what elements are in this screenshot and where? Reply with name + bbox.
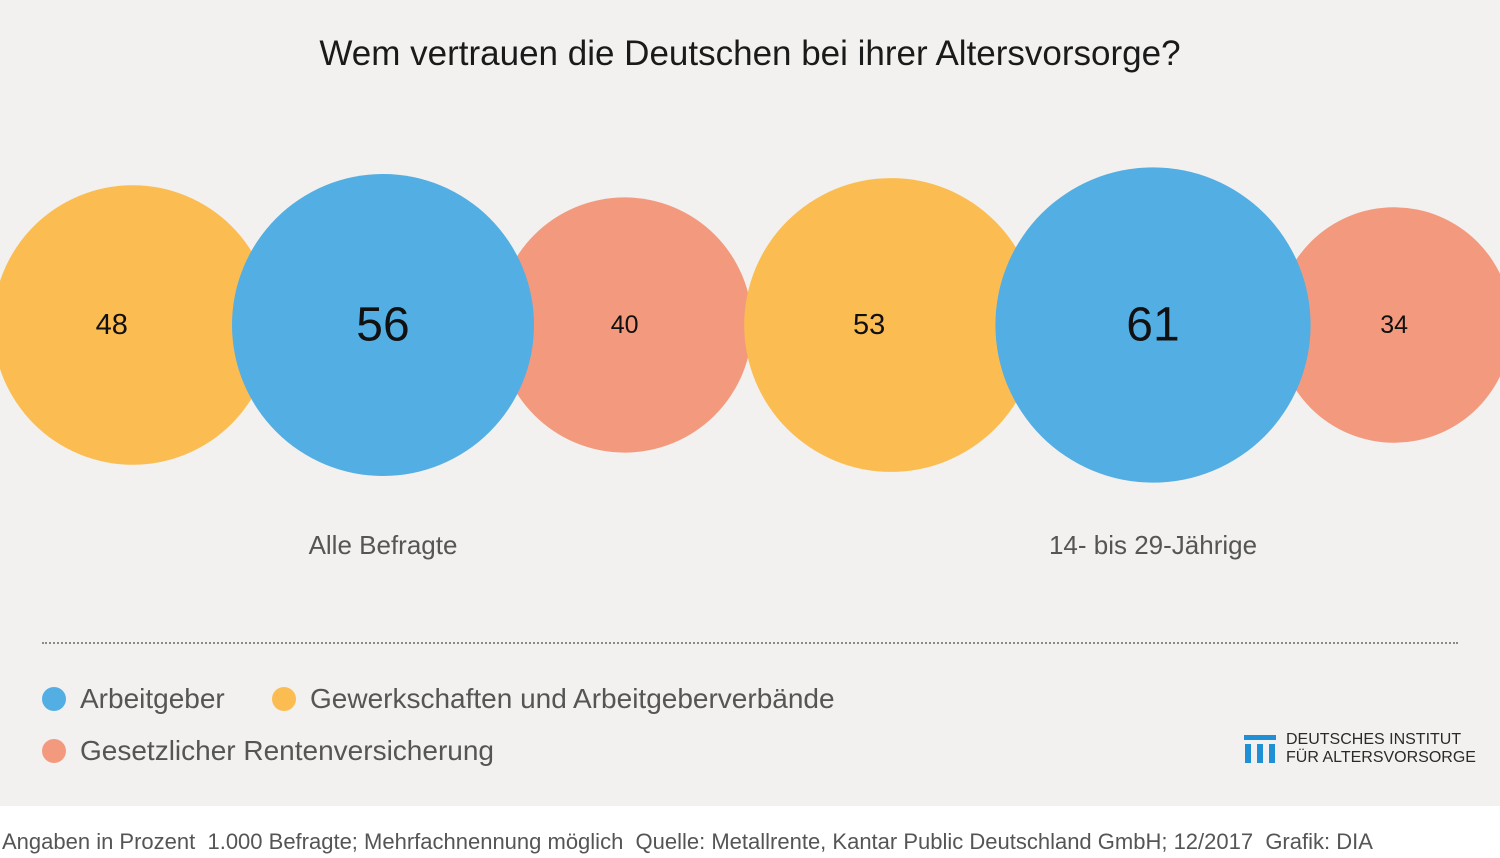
bubble-young-gewerkschaften — [744, 178, 1038, 472]
bubble-label-young-rentenversicherung: 34 — [1380, 311, 1408, 339]
bubble-all-gewerkschaften — [0, 185, 273, 465]
legend-label-gewerkschaften: Gewerkschaften und Arbeitgeberverbände — [310, 683, 835, 714]
legend-dot-rentenversicherung — [42, 739, 66, 763]
legend-dot-arbeitgeber — [42, 687, 66, 711]
dia-logo-icon — [1244, 735, 1276, 763]
logo-bar-3 — [1269, 744, 1275, 763]
bubble-all-arbeitgeber — [232, 174, 534, 476]
logo-line-1: DEUTSCHES INSTITUT — [1286, 731, 1462, 748]
bubble-all-rentenversicherung — [496, 197, 753, 453]
bubble-label-all-rentenversicherung: 40 — [611, 311, 639, 339]
legend-item-rentenversicherung: Gesetzlicher Rentenversicherung — [42, 735, 494, 767]
logo-bar-2 — [1257, 744, 1263, 763]
logo-bar-top — [1244, 735, 1276, 740]
group-label-all: Alle Befragte — [308, 530, 458, 560]
group-label-young: 14- bis 29-Jährige — [1048, 530, 1258, 560]
dia-logo: DEUTSCHES INSTITUT FÜR ALTERSVORSORGE — [1244, 731, 1476, 767]
bubble-label-all-gewerkschaften: 48 — [96, 309, 128, 341]
legend-label-arbeitgeber: Arbeitgeber — [80, 683, 225, 714]
bubble-chart: 48 40 56 53 34 61 — [0, 167, 1500, 483]
legend-item-arbeitgeber: Arbeitgeber — [42, 683, 225, 715]
bubble-label-young-gewerkschaften: 53 — [853, 309, 885, 341]
bubble-young-arbeitgeber — [995, 167, 1311, 483]
bubble-label-all-arbeitgeber: 56 — [356, 299, 409, 352]
logo-bar-1 — [1245, 744, 1251, 763]
bubble-young-rentenversicherung — [1276, 207, 1500, 443]
chart-title: Wem vertrauen die Deutschen bei ihrer Al… — [319, 34, 1181, 73]
divider — [42, 642, 1458, 644]
logo-line-2: FÜR ALTERSVORSORGE — [1286, 749, 1476, 766]
legend-item-gewerkschaften: Gewerkschaften und Arbeitgeberverbände — [272, 683, 835, 715]
legend-dot-gewerkschaften — [272, 687, 296, 711]
footer-source: Angaben in Prozent 1.000 Befragte; Mehrf… — [2, 829, 1373, 854]
legend-label-rentenversicherung: Gesetzlicher Rentenversicherung — [80, 735, 494, 766]
bubble-label-young-arbeitgeber: 61 — [1126, 299, 1179, 352]
